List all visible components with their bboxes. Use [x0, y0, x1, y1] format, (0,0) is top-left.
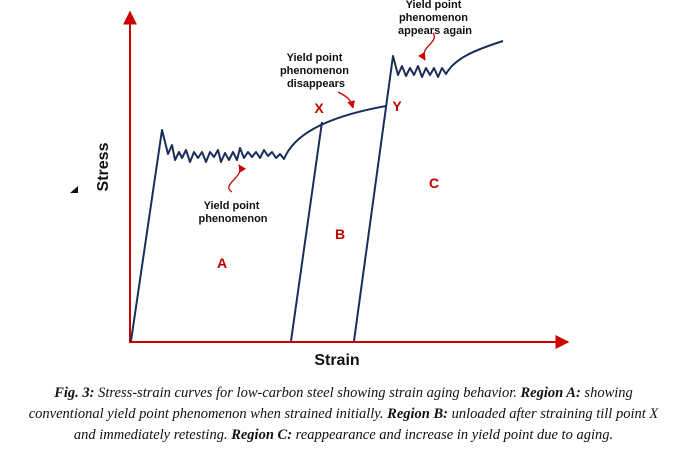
yield-point-line-1: Yield point [204, 200, 260, 212]
point-x-label: X [314, 100, 324, 116]
caption-region-b-text: unloaded after straining till point X an… [73, 406, 659, 443]
stress-strain-diagram: Yield point phenomenon Yield point pheno… [70, 0, 570, 369]
yield-point-label: Yield point phenomenon [198, 200, 267, 225]
curve-a [130, 105, 387, 342]
appears-again-line-2: phenomenon [399, 12, 468, 24]
region-c-label: C [429, 175, 439, 191]
yield-point-arrow [228, 164, 247, 193]
caption-intro: Stress-strain curves for low-carbon stee… [94, 385, 521, 401]
caption-region-a-label: Region A: [520, 385, 581, 401]
caption-region-c-label: Region C: [231, 427, 293, 443]
disappears-arrow [337, 91, 355, 109]
region-b-label: B [335, 226, 345, 242]
x-axis-title: Strain [314, 352, 359, 369]
region-a-label: A [217, 255, 227, 271]
point-y-label: Y [392, 98, 402, 114]
appears-again-arrow [418, 32, 436, 61]
appears-again-line-3: appears again [398, 25, 472, 37]
curve-c [353, 40, 504, 342]
caption-fig-label: Fig. 3: [54, 385, 95, 401]
figure-caption: Fig. 3: Stress-strain curves for low-car… [20, 383, 667, 446]
caption-region-b-label: Region B: [387, 406, 448, 422]
small-triangle-icon [70, 186, 78, 193]
disappears-line-3: disappears [287, 78, 345, 90]
disappears-label: Yield point phenomenon disappears [280, 52, 352, 90]
caption-region-c-text: reappearance and increase in yield point… [292, 427, 614, 443]
disappears-line-2: phenomenon [280, 65, 349, 77]
curve-b [290, 121, 323, 342]
yield-point-line-2: phenomenon [198, 213, 267, 225]
caption-region-a-text: showing conventional yield point phenome… [28, 385, 633, 422]
y-axis-title: Stress [95, 142, 112, 191]
appears-again-line-1: Yield point [406, 0, 462, 11]
disappears-line-1: Yield point [287, 52, 343, 64]
appears-again-label: Yield point phenomenon appears again [398, 0, 472, 37]
